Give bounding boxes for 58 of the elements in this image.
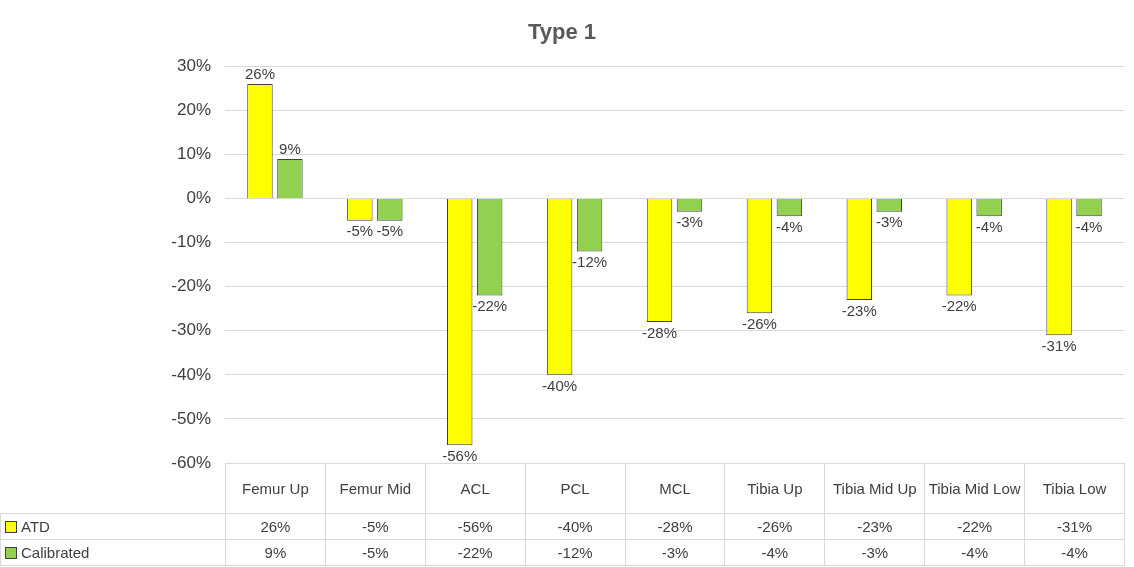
data-label: 26%: [225, 513, 326, 540]
text: -22%: [472, 297, 508, 315]
y-tick-label: 0%: [186, 188, 211, 208]
text: 26%: [244, 64, 275, 82]
data-label: -3%: [824, 539, 926, 566]
text: -23%: [841, 301, 877, 319]
x-tick-label: MCL: [624, 463, 726, 514]
text: -4%: [975, 217, 1003, 235]
x-tick-label: Femur Up: [225, 463, 326, 514]
data-label: -3%: [624, 539, 726, 566]
text: -40%: [542, 376, 578, 394]
y-tick-label: -50%: [171, 408, 211, 428]
data-label: -23%: [824, 513, 926, 540]
y-tick-label: -40%: [171, 364, 211, 384]
data-label: -31%: [1024, 513, 1125, 540]
y-tick-label: -10%: [171, 232, 211, 252]
text: 9%: [279, 139, 301, 157]
data-label: -22%: [424, 539, 526, 566]
text: -3%: [875, 213, 903, 231]
legend-label: Calibrated: [21, 544, 90, 561]
text: -28%: [642, 323, 678, 341]
y-tick-label: 10%: [176, 144, 211, 164]
legend-label: ATD: [21, 518, 50, 535]
y-tick-label: -20%: [171, 276, 211, 296]
chart-title: Type 1: [527, 19, 597, 45]
text: -3%: [676, 213, 703, 231]
text: -31%: [1041, 336, 1077, 354]
data-label: -22%: [924, 513, 1026, 540]
text: -4%: [1075, 217, 1103, 235]
data-label: -5%: [324, 539, 426, 566]
x-tick-label: Tibia Low: [1024, 463, 1125, 514]
data-label: -40%: [524, 513, 626, 540]
y-tick-label: -60%: [171, 452, 211, 472]
text: -26%: [741, 314, 777, 332]
text: -12%: [572, 253, 608, 271]
data-label: -12%: [524, 539, 626, 566]
x-tick-label: PCL: [524, 463, 626, 514]
data-label: -4%: [724, 539, 826, 566]
x-tick-label: Femur Mid: [324, 463, 426, 514]
text: -5%: [346, 222, 374, 240]
data-label: 9%: [225, 539, 326, 566]
text: -22%: [941, 297, 977, 315]
text: -56%: [442, 447, 478, 465]
x-tick-label: Tibia Up: [724, 463, 826, 514]
data-label: -4%: [1024, 539, 1125, 566]
data-label: -56%: [424, 513, 526, 540]
text: -5%: [376, 222, 404, 240]
y-tick-label: 30%: [176, 56, 211, 76]
y-tick-label: -30%: [171, 320, 211, 340]
x-tick-label: Tibia Mid Up: [824, 463, 926, 514]
data-label: -28%: [624, 513, 726, 540]
x-tick-label: Tibia Mid Low: [924, 463, 1026, 514]
data-label: -5%: [324, 513, 426, 540]
x-tick-label: ACL: [424, 463, 526, 514]
text: -4%: [776, 217, 803, 235]
data-label: -26%: [724, 513, 826, 540]
y-tick-label: 20%: [176, 100, 211, 120]
data-label: -4%: [924, 539, 1026, 566]
